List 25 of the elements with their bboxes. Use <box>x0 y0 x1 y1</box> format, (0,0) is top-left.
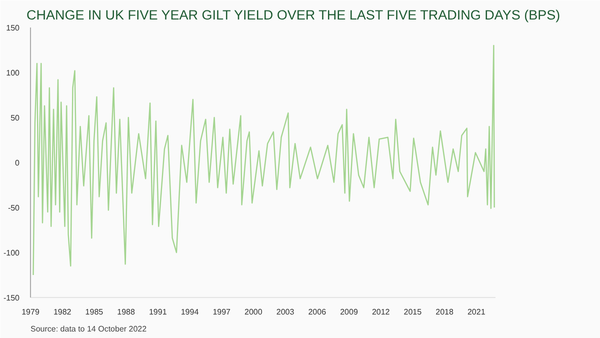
y-tick-label: -150 <box>3 294 20 302</box>
x-tick-label: 1991 <box>149 308 168 316</box>
x-tick-label: 2006 <box>308 308 327 316</box>
x-tick-label: 2000 <box>244 308 263 316</box>
x-tick-label: 2012 <box>372 308 390 316</box>
chart-title: CHANGE IN UK FIVE YEAR GILT YIELD OVER THE LAST FIVE TRADING DAYS (BPS) <box>26 8 560 22</box>
y-tick-label: -50 <box>8 204 20 212</box>
x-tick-label: 1994 <box>180 308 200 316</box>
line-series <box>32 44 495 276</box>
x-tick-label: 1985 <box>85 308 104 316</box>
x-tick-label: 2018 <box>436 308 454 316</box>
y-tick-label: 50 <box>10 114 20 122</box>
y-tick-label: 0 <box>15 158 20 168</box>
x-tick-label: 1997 <box>212 308 232 316</box>
y-tick-label: 100 <box>6 68 20 78</box>
x-tick-label: 2009 <box>340 308 358 316</box>
x-tick-label: 1988 <box>117 308 136 316</box>
y-tick-label: 150 <box>6 24 20 32</box>
y-tick-label: -100 <box>3 248 20 258</box>
x-tick-label: 1982 <box>53 308 72 316</box>
x-tick-label: 1979 <box>22 308 40 316</box>
x-tick-label: 2021 <box>467 308 486 316</box>
x-tick-label: 2015 <box>404 308 422 316</box>
x-tick-label: 2003 <box>276 308 295 316</box>
source-note: Source: data to 14 October 2022 <box>30 324 148 334</box>
